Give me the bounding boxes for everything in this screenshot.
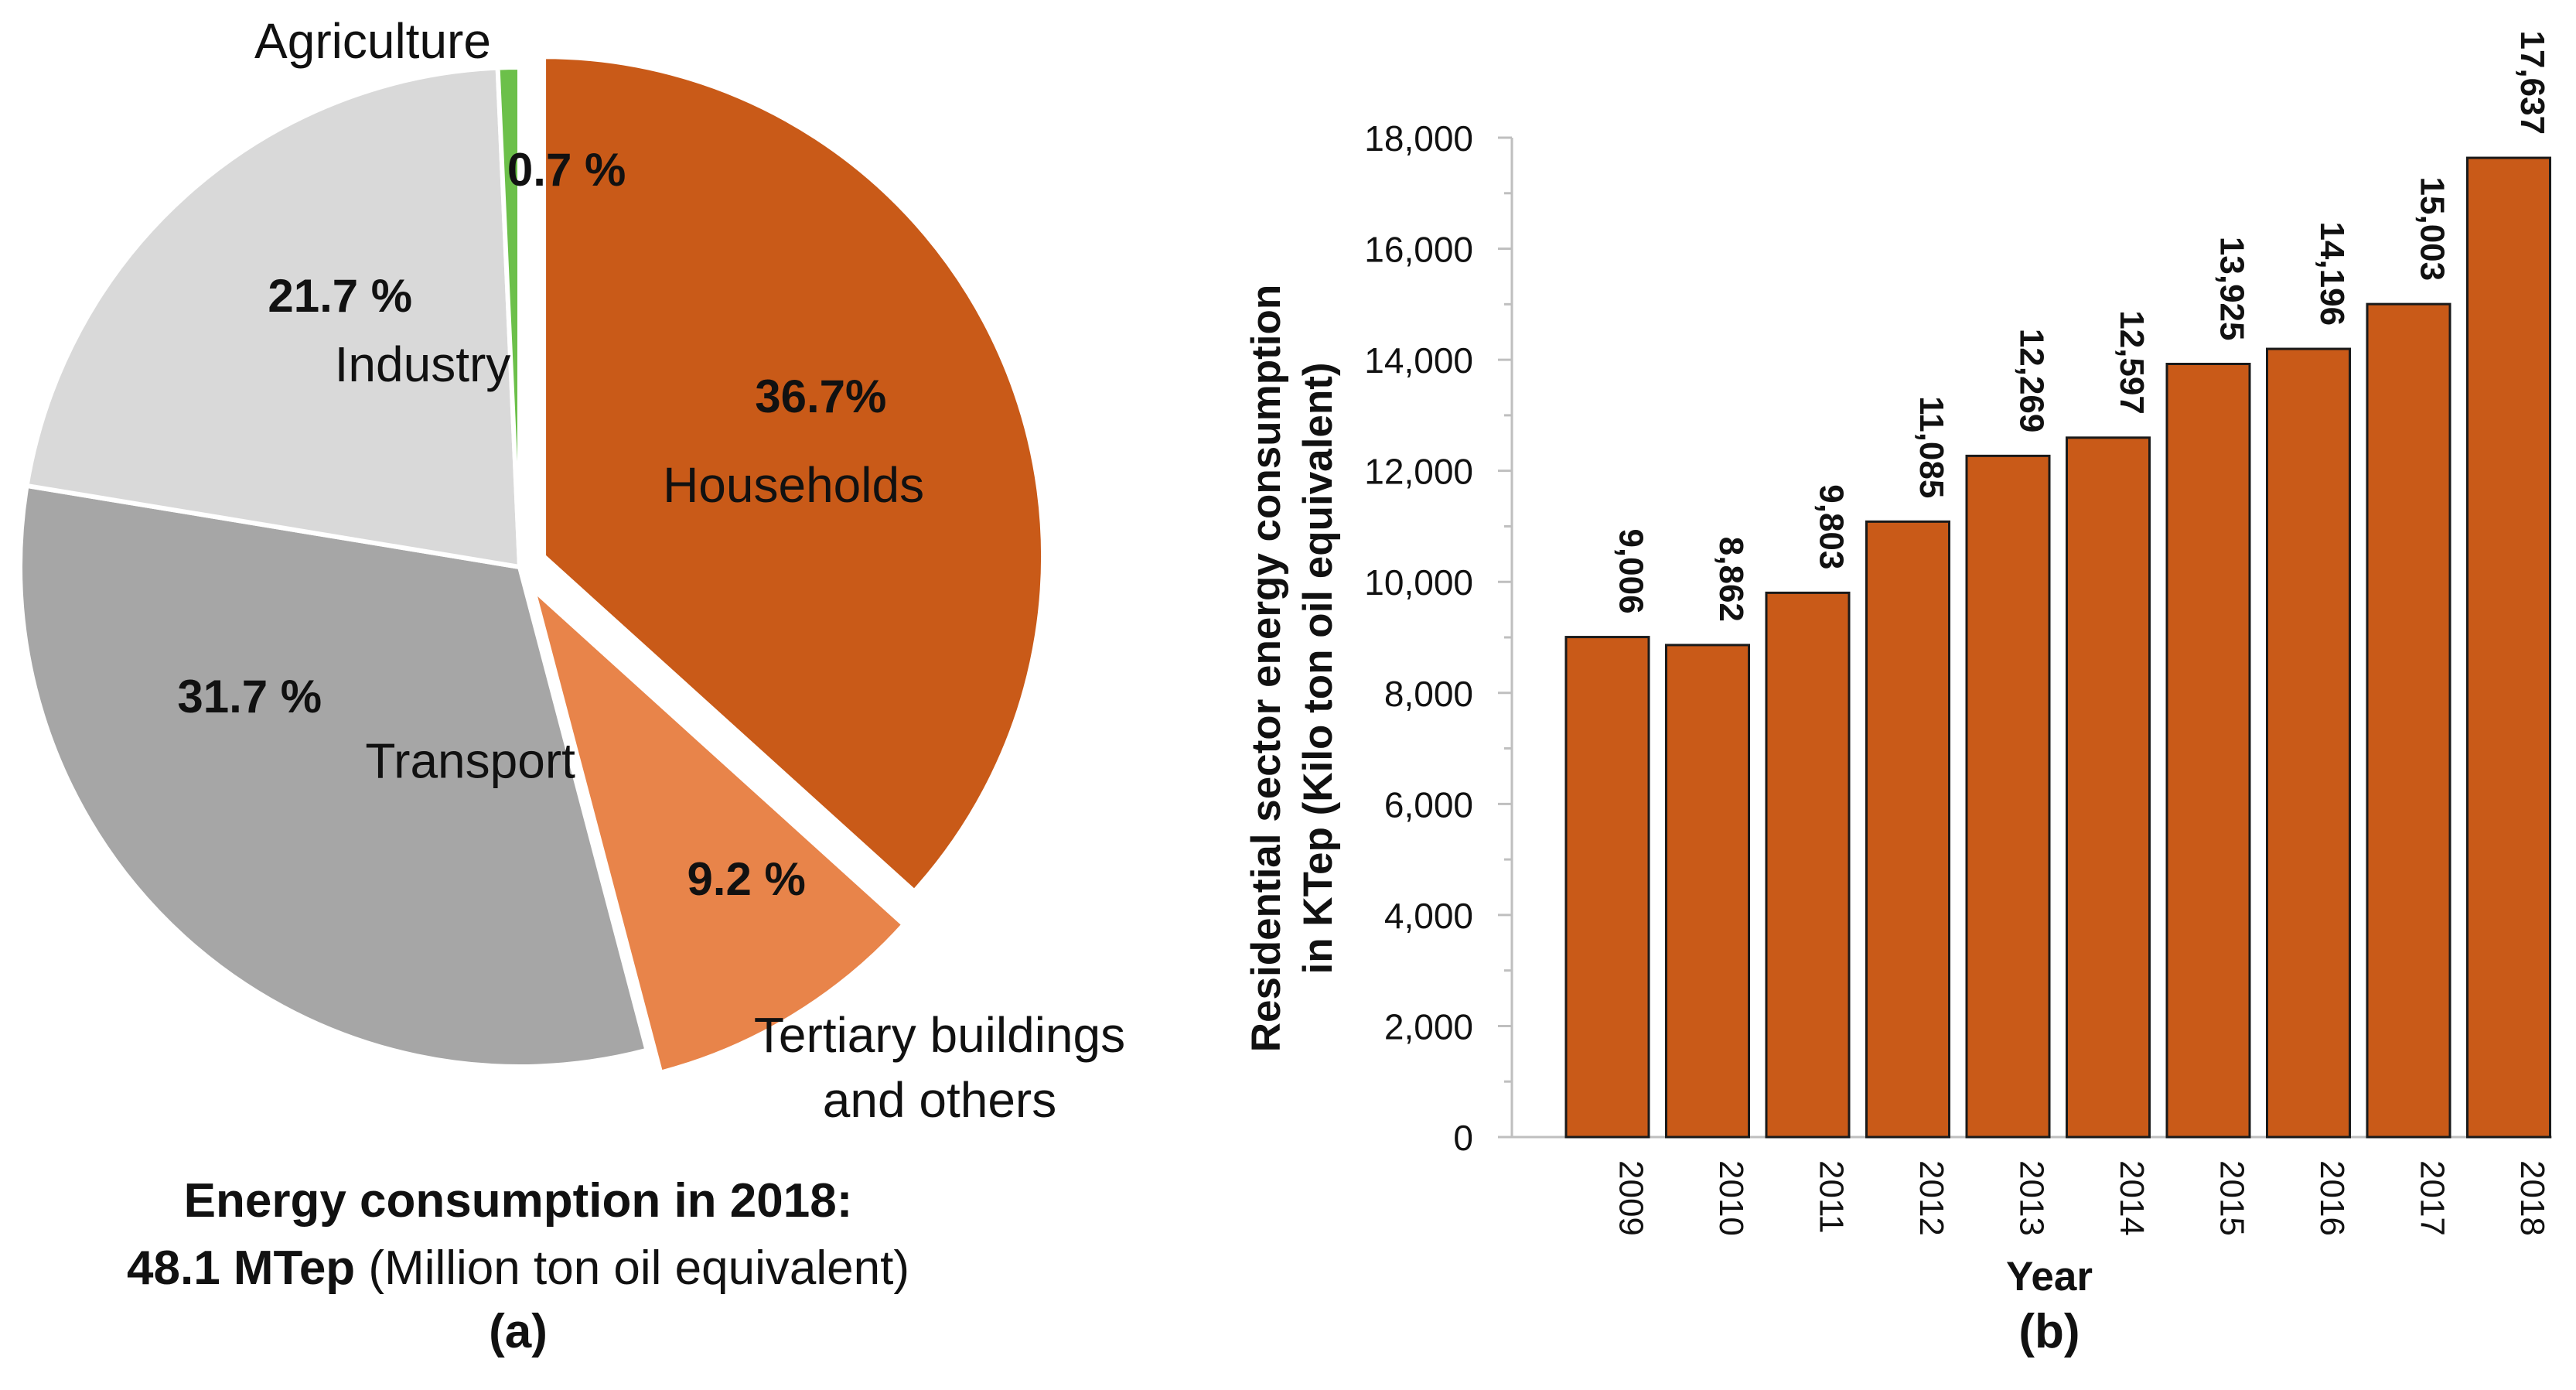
bar-2009 — [1564, 636, 1650, 1139]
bar-2011 — [1765, 591, 1851, 1139]
bar-2013 — [1965, 454, 2051, 1139]
x-tick-label-2018: 2018 — [2513, 1160, 2551, 1236]
pie-name-label-industry: Industry — [335, 336, 511, 392]
y-axis-label-line1: Residential sector energy consumption — [1244, 285, 1289, 1053]
pie-slice-tertiary-buildings-and-others — [529, 582, 908, 1076]
x-tick-label-2015: 2015 — [2213, 1160, 2251, 1236]
x-tick-label-2010: 2010 — [1712, 1160, 1750, 1236]
pie-chart: 36.7% Households 9.2 % Tertiary buildings an… — [18, 13, 1125, 1358]
bar-2018 — [2466, 156, 2551, 1139]
y-tick-label: 10,000 — [1364, 562, 1473, 603]
bar-2014 — [2066, 436, 2151, 1139]
bar-2016 — [2266, 347, 2351, 1139]
bar-value-label-2014: 12,597 — [2113, 310, 2151, 415]
pie-total-unit: (Million ton oil equivalent) — [355, 1241, 909, 1295]
x-tick-label-2011: 2011 — [1813, 1160, 1851, 1234]
y-tick-label: 8,000 — [1384, 674, 1473, 714]
y-tick-label: 0 — [1453, 1118, 1473, 1158]
x-axis-label: Year — [2006, 1254, 2093, 1299]
x-tick-label-2014: 2014 — [2113, 1160, 2151, 1236]
y-tick-label: 2,000 — [1384, 1006, 1473, 1047]
pie-name-label-households: Households — [663, 457, 924, 513]
x-tick-label-2012: 2012 — [1912, 1160, 1950, 1236]
panel-label-b: (b) — [2018, 1305, 2080, 1358]
y-tick-label: 14,000 — [1364, 340, 1473, 381]
pie-percent-label-tertiary-buildings-and-others: 9.2 % — [687, 853, 805, 905]
x-tick-label-2009: 2009 — [1612, 1160, 1650, 1236]
pie-percent-label-households: 36.7% — [755, 371, 886, 422]
bar-value-label-2017: 15,003 — [2414, 177, 2451, 282]
bar-2015 — [2165, 362, 2251, 1139]
x-tick-label-2016: 2016 — [2313, 1160, 2351, 1236]
pie-name-label-transport: Transport — [365, 733, 575, 788]
bar-value-label-2011: 9,803 — [1813, 484, 1851, 569]
pie-title: Energy consumption in 2018: 48.1 MTep (M… — [127, 1174, 909, 1358]
bar-value-label-2012: 11,085 — [1912, 396, 1950, 498]
y-tick-label: 16,000 — [1364, 230, 1473, 270]
pie-percent-label-industry: 21.7 % — [268, 270, 412, 322]
bar-value-label-2018: 17,637 — [2513, 30, 2551, 135]
y-tick-label: 4,000 — [1384, 896, 1473, 936]
x-tick-label-2013: 2013 — [2013, 1160, 2051, 1236]
x-tick-label-2017: 2017 — [2414, 1160, 2451, 1236]
pie-slice-agriculture — [495, 64, 522, 568]
bar-2010 — [1665, 644, 1750, 1139]
pie-name-label-agriculture: Agriculture — [254, 13, 491, 69]
pie-total-value: 48.1 MTep — [127, 1241, 355, 1295]
y-tick-label: 12,000 — [1364, 452, 1473, 492]
pie-slice-industry — [24, 65, 523, 570]
bar-value-label-2015: 13,925 — [2213, 237, 2251, 341]
bar-2012 — [1865, 520, 1950, 1139]
pie-slice-households — [541, 54, 1046, 895]
bar-2017 — [2366, 302, 2451, 1139]
pie-title-line2: 48.1 MTep (Million ton oil equivalent) — [127, 1241, 909, 1295]
pie-name-label-tertiary-buildings-and-others: Tertiary buildings and others — [754, 1007, 1125, 1128]
bar-value-label-2010: 8,862 — [1712, 537, 1750, 622]
pie-slice-transport — [18, 483, 650, 1069]
panel-label-a: (a) — [489, 1305, 548, 1358]
pie-title-line1: Energy consumption in 2018: — [184, 1174, 853, 1228]
y-tick-label: 18,000 — [1364, 118, 1473, 159]
bar-chart: 0 2,000 4,000 6,000 8,000 10,000 12,000 14,000 1… — [1244, 30, 2552, 1358]
bar-value-label-2016: 14,196 — [2313, 221, 2351, 326]
bar-value-label-2009: 9,006 — [1612, 528, 1650, 613]
pie-percent-label-transport: 31.7 % — [177, 671, 322, 722]
bar-value-label-2013: 12,269 — [2013, 329, 2051, 433]
y-axis-label-line2: in KTep (Kilo ton oil equivalent) — [1295, 362, 1341, 974]
y-tick-label: 6,000 — [1384, 784, 1473, 825]
pie-percent-label-agriculture: 0.7 % — [507, 144, 626, 196]
